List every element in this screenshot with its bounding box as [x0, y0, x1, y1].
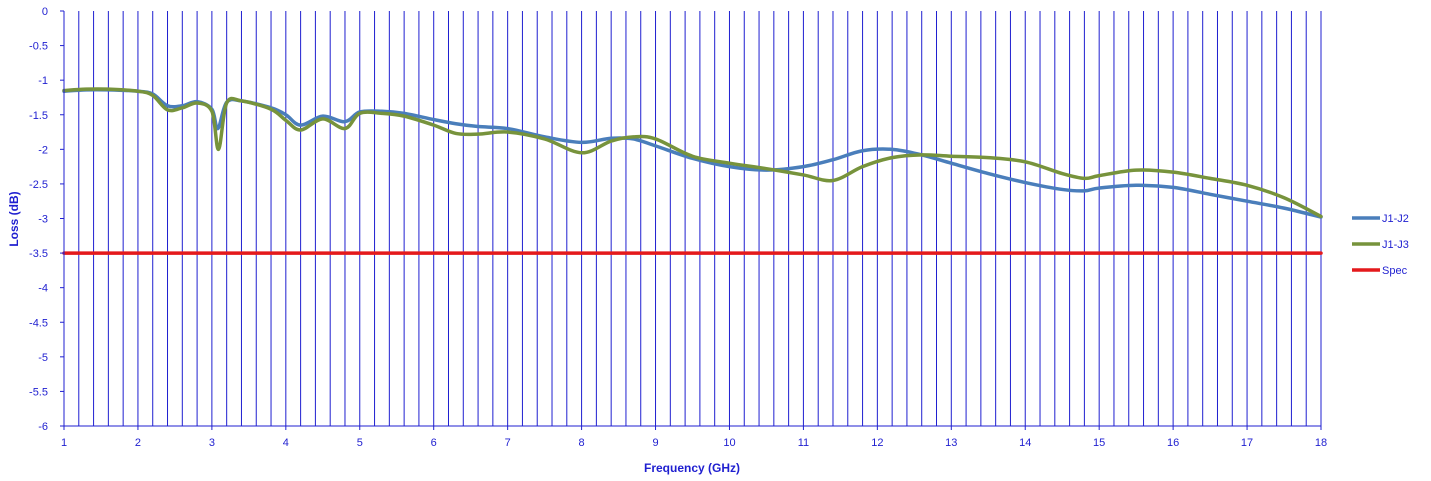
x-tick-label: 18 — [1315, 437, 1327, 449]
y-tick-label: -2.5 — [29, 179, 48, 191]
y-tick-label: -4 — [38, 283, 48, 295]
grid — [63, 11, 1322, 426]
y-tick-label: -3.5 — [29, 248, 48, 260]
y-tick-label: -0.5 — [29, 41, 48, 53]
legend-label-j1-j2: J1-J2 — [1382, 213, 1409, 225]
y-tick-label: -3 — [38, 214, 48, 226]
x-tick-label: 17 — [1241, 437, 1253, 449]
y-tick-label: -2 — [38, 144, 48, 156]
y-axis-title: Loss (dB) — [7, 191, 21, 246]
x-tick-label: 7 — [505, 437, 511, 449]
x-tick-label: 11 — [798, 437, 809, 449]
legend-label-spec: Spec — [1382, 265, 1408, 277]
y-tick-label: -4.5 — [29, 317, 48, 329]
x-tick-label: 16 — [1167, 437, 1179, 449]
legend: J1-J2 J1-J3 Spec — [1352, 213, 1409, 277]
y-tick-label: -5.5 — [29, 386, 48, 398]
y-tick-label: -1 — [38, 75, 48, 87]
y-tick-label: -6 — [38, 421, 48, 433]
x-tick-label: 12 — [871, 437, 883, 449]
axes — [60, 10, 1322, 430]
x-tick-label: 5 — [357, 437, 363, 449]
y-tick-labels: 0 -0.5 -1 -1.5 -2 -2.5 -3 -3.5 -4 -4.5 -5 -5.5 -6 — [29, 6, 48, 433]
series-line-j1-j2 — [62, 87, 1323, 219]
x-tick-label: 3 — [209, 437, 215, 449]
x-tick-label: 2 — [135, 437, 141, 449]
x-tick-label: 10 — [723, 437, 735, 449]
series-line-j1-j3 — [62, 87, 1323, 219]
series-layer — [62, 87, 1323, 219]
x-tick-labels: 1 2 3 4 5 6 7 8 9 10 11 12 13 14 15 16 17 18 — [61, 437, 1327, 449]
legend-label-j1-j3: J1-J3 — [1382, 239, 1409, 251]
x-axis-title: Frequency (GHz) — [644, 461, 740, 475]
x-tick-label: 13 — [945, 437, 957, 449]
y-tick-label: -5 — [38, 352, 48, 364]
x-tick-label: 4 — [283, 437, 289, 449]
x-tick-label: 9 — [652, 437, 658, 449]
x-tick-label: 15 — [1093, 437, 1105, 449]
x-tick-label: 6 — [431, 437, 437, 449]
x-tick-label: 8 — [579, 437, 585, 449]
y-tick-label: -1.5 — [29, 110, 48, 122]
y-tick-label: 0 — [42, 6, 48, 18]
x-tick-label: 1 — [61, 437, 67, 449]
x-tick-label: 14 — [1019, 437, 1031, 449]
